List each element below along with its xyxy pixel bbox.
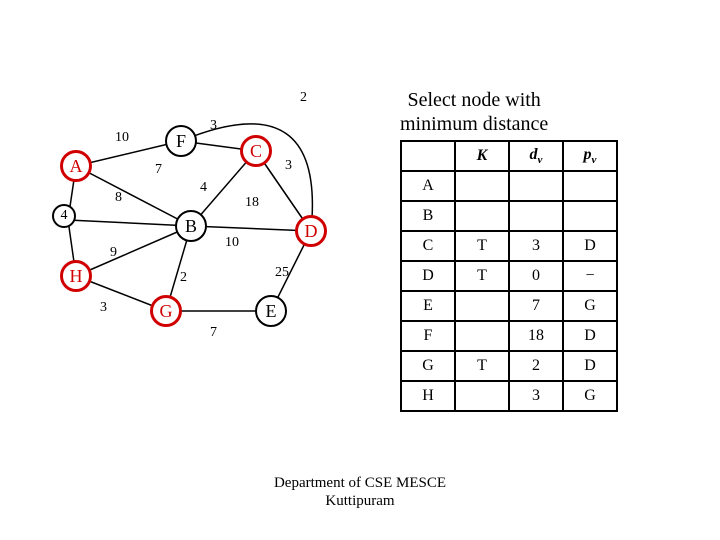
col-dv: dv [509, 141, 563, 171]
col-K: K [455, 141, 509, 171]
node-B: B [175, 210, 207, 242]
col-pv: pv [563, 141, 617, 171]
cell-C-d: 3 [509, 231, 563, 261]
cell-F-k: F [401, 321, 455, 351]
cell-C-K: T [455, 231, 509, 261]
footer: Department of CSE MESCE Kuttipuram [0, 474, 720, 510]
slide-title: Select node with minimum distance [400, 88, 548, 136]
cell-A-d [509, 171, 563, 201]
edge-label-F-D: 2 [300, 90, 307, 106]
edge-label-A-B: 7 [155, 162, 162, 178]
edge-label-C-D: 18 [245, 195, 259, 211]
edge-label-A-F: 10 [115, 130, 129, 146]
graph-edges [60, 100, 380, 360]
cell-A-k: A [401, 171, 455, 201]
cell-B-d [509, 201, 563, 231]
table-row: A [401, 171, 617, 201]
edge-label-B-G: 2 [180, 270, 187, 286]
cell-G-k: G [401, 351, 455, 381]
table-row: H 3G [401, 381, 617, 411]
cell-D-d: 0 [509, 261, 563, 291]
cell-A-K [455, 171, 509, 201]
cell-E-p: G [563, 291, 617, 321]
table-row: DT0− [401, 261, 617, 291]
table-row: B [401, 201, 617, 231]
cell-E-d: 7 [509, 291, 563, 321]
edge-label-C-D: 3 [285, 158, 292, 174]
node-4: 4 [52, 204, 76, 228]
cell-H-k: H [401, 381, 455, 411]
edge-label-H-G: 3 [100, 300, 107, 316]
footer-line1: Department of CSE MESCE [274, 475, 446, 491]
table-row: CT3D [401, 231, 617, 261]
cell-C-k: C [401, 231, 455, 261]
col-blank [401, 141, 455, 171]
cell-E-k: E [401, 291, 455, 321]
edge-B-D [191, 226, 311, 231]
cell-D-k: D [401, 261, 455, 291]
cell-F-K [455, 321, 509, 351]
edge-label-B-D: 10 [225, 235, 239, 251]
node-F: F [165, 125, 197, 157]
node-G: G [150, 295, 182, 327]
cell-H-K [455, 381, 509, 411]
cell-H-p: G [563, 381, 617, 411]
edge-label-G-E: 7 [210, 325, 217, 341]
edge-A-B [76, 166, 191, 226]
cell-E-K [455, 291, 509, 321]
edge-label-D-E: 25 [275, 265, 289, 281]
cell-A-p [563, 171, 617, 201]
cell-G-K: T [455, 351, 509, 381]
cell-G-d: 2 [509, 351, 563, 381]
edge-4-B [68, 220, 191, 226]
node-D: D [295, 215, 327, 247]
title-line1: Select node with [408, 89, 541, 111]
table-header-row: K dv pv [401, 141, 617, 171]
cell-H-d: 3 [509, 381, 563, 411]
cell-C-p: D [563, 231, 617, 261]
table-row: F 18D [401, 321, 617, 351]
cell-D-K: T [455, 261, 509, 291]
node-C: C [240, 135, 272, 167]
title-line2: minimum distance [400, 113, 548, 135]
footer-line2: Kuttipuram [325, 493, 394, 509]
cell-B-p [563, 201, 617, 231]
cell-F-p: D [563, 321, 617, 351]
cell-B-K [455, 201, 509, 231]
table-row: E 7G [401, 291, 617, 321]
edge-label-H-B: 9 [110, 245, 117, 261]
node-E: E [255, 295, 287, 327]
node-H: H [60, 260, 92, 292]
table-row: GT2D [401, 351, 617, 381]
edge-label-B-C: 4 [200, 180, 207, 196]
graph-diagram: AFCBDHGE4 103784310189327252 [60, 100, 380, 360]
node-A: A [60, 150, 92, 182]
edge-H-B [76, 226, 191, 276]
cell-F-d: 18 [509, 321, 563, 351]
cell-G-p: D [563, 351, 617, 381]
cell-D-p: − [563, 261, 617, 291]
edge-label-F-C: 3 [210, 118, 217, 134]
cell-B-k: B [401, 201, 455, 231]
edge-label-4-B: 8 [115, 190, 122, 206]
distance-table: K dv pv ABCT3DDT0−E7GF18DGT2DH3G [400, 140, 618, 412]
